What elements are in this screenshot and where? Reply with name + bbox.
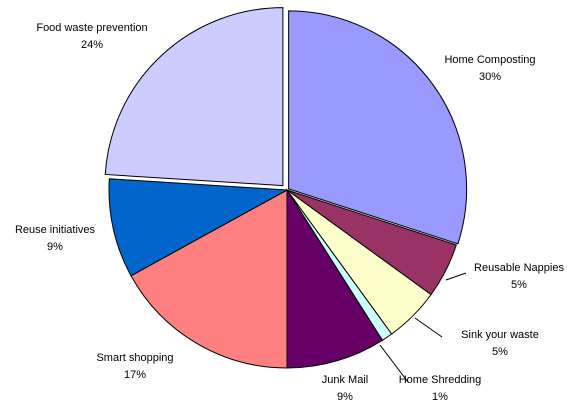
- pie-slice: [288, 10, 468, 245]
- leader-line: [379, 344, 409, 383]
- slice-value-label: 30%: [479, 71, 501, 83]
- slice-label: Reuse initiatives: [15, 224, 96, 236]
- pie-slice: [286, 188, 384, 369]
- slice-value-label: 1%: [432, 391, 448, 401]
- leader-line: [414, 317, 443, 338]
- slice-label: Home Composting: [444, 54, 535, 66]
- slice-label: Home Shredding: [399, 374, 482, 386]
- slice-value-label: 9%: [47, 241, 63, 253]
- leader-line: [445, 272, 467, 281]
- slice-value-label: 5%: [492, 346, 508, 358]
- slice-value-label: 17%: [124, 369, 146, 381]
- pie-slice: [104, 7, 284, 187]
- slice-label: Food waste prevention: [36, 22, 147, 34]
- slice-label: Smart shopping: [96, 352, 173, 364]
- slice-value-label: 24%: [81, 39, 103, 51]
- pie-slice: [108, 178, 289, 277]
- slice-value-label: 5%: [511, 279, 527, 291]
- slice-label: Sink your waste: [461, 329, 539, 341]
- slice-label: Junk Mail: [322, 374, 368, 386]
- leader-lines: [379, 272, 467, 383]
- slice-label: Reusable Nappies: [474, 262, 564, 274]
- slice-value-label: 9%: [337, 391, 353, 401]
- pie-slice: [130, 189, 288, 369]
